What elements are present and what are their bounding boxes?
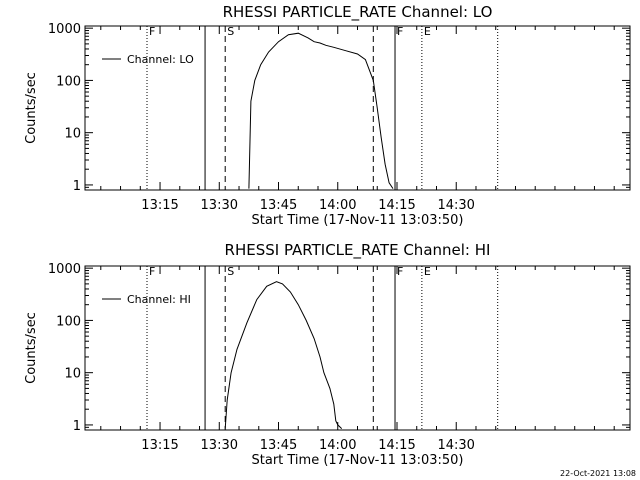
panel-1-x-tick-label: 13:45 — [260, 198, 297, 213]
panel-1-y-tick-label: 1 — [73, 179, 81, 194]
panel-1-vertical-line-label: E — [424, 25, 431, 38]
panel-1-vertical-line-label: S — [227, 25, 234, 38]
panel-2-y-tick-label: 100 — [56, 314, 81, 329]
panel-2-y-tick-label: 1 — [73, 419, 81, 434]
panel-1-y-tick-label: 100 — [56, 74, 81, 89]
panel-1-chart-title: RHESSI PARTICLE_RATE Channel: LO — [223, 3, 493, 22]
panel-2-x-tick-label: 14:00 — [319, 438, 356, 453]
panel-1-vertical-line-label: F — [397, 25, 403, 38]
panel-1-y-tick-label: 10 — [64, 127, 81, 142]
panel-2-y-tick-label: 1000 — [48, 262, 81, 277]
panel-2-x-tick-label: 13:45 — [260, 438, 297, 453]
panel-1-x-axis-label: Start Time (17-Nov-11 13:03:50) — [252, 213, 464, 228]
panel-1-series-line — [248, 32, 394, 189]
panel-1-vertical-line-label: F — [149, 25, 155, 38]
panel-2-vertical-line-label: F — [397, 265, 403, 278]
panel-1-plot-frame — [84, 25, 631, 191]
panel-2-vertical-line-label: S — [227, 265, 234, 278]
panel-2-series-line — [224, 281, 343, 429]
panel-2-vertical-line-label: E — [424, 265, 431, 278]
panel-2-chart-title: RHESSI PARTICLE_RATE Channel: HI — [225, 241, 491, 260]
panel-1-x-tick-label: 14:30 — [437, 198, 474, 213]
panel-2-x-axis-label: Start Time (17-Nov-11 13:03:50) — [252, 453, 464, 468]
panel-2-x-tick-label: 13:30 — [201, 438, 238, 453]
panel-1-x-tick-label: 14:15 — [378, 198, 415, 213]
panel-2-y-tick-label: 10 — [64, 367, 81, 382]
panel-1-x-tick-label: 13:30 — [201, 198, 238, 213]
panel-1-y-tick-label: 1000 — [48, 22, 81, 37]
panel-2-plot-frame — [84, 265, 631, 431]
panel-2-x-tick-label: 13:15 — [141, 438, 178, 453]
panel-1-x-tick-label: 14:00 — [319, 198, 356, 213]
panel-1-y-axis-label: Counts/sec — [24, 72, 39, 144]
panel-2-x-tick-label: 14:30 — [437, 438, 474, 453]
panel-1-x-tick-label: 13:15 — [141, 198, 178, 213]
panel-1-legend-label: Channel: LO — [127, 53, 194, 66]
panel-2-legend-label: Channel: HI — [127, 293, 191, 306]
panel-2-y-axis-label: Counts/sec — [24, 312, 39, 384]
plot-timestamp: 22-Oct-2021 13:08 — [560, 469, 636, 478]
panel-2-vertical-line-label: F — [149, 265, 155, 278]
panel-2-x-tick-label: 14:15 — [378, 438, 415, 453]
